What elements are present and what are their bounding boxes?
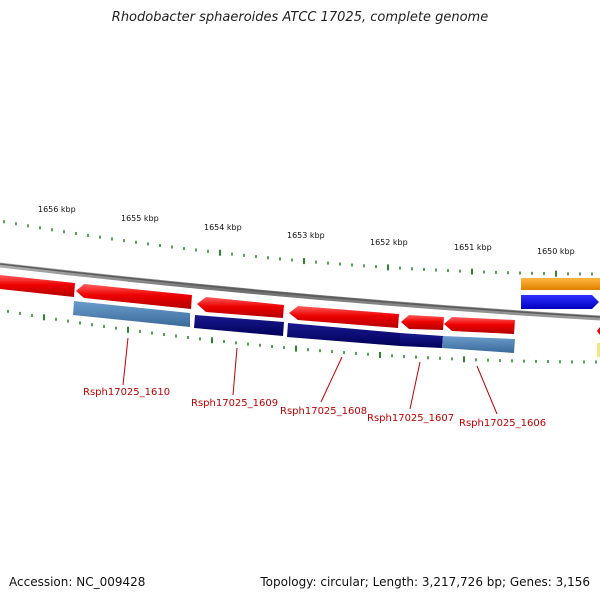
- orange-feature: [521, 278, 600, 290]
- callout-line: [232, 347, 238, 396]
- callout-line: [122, 337, 129, 386]
- kbp-label: 1651 kbp: [454, 243, 492, 252]
- kbp-labels: 1656 kbp 1655 kbp 1654 kbp 1653 kbp 1652…: [38, 205, 575, 256]
- kbp-label: 1652 kbp: [370, 238, 408, 247]
- yellow-feature: [597, 343, 600, 357]
- reverse-strand-features: [73, 301, 515, 353]
- cds-arrow: [0, 275, 75, 297]
- gene-label: Rsph17025_1606: [459, 418, 546, 429]
- kbp-label: 1656 kbp: [38, 205, 76, 214]
- kbp-label: 1653 kbp: [287, 231, 325, 240]
- cds-arrow: [401, 315, 444, 330]
- gene-label: Rsph17025_1609: [191, 398, 278, 409]
- cds-arrow: [444, 317, 515, 334]
- kbp-label: 1655 kbp: [121, 214, 159, 223]
- topology-text: Topology: circular; Length: 3,217,726 bp…: [260, 575, 590, 589]
- accession-text: Accession: NC_009428: [9, 575, 146, 589]
- gene-block: [194, 315, 284, 336]
- red-feature-tip: [597, 327, 600, 335]
- gene-label: Rsph17025_1610: [83, 387, 170, 398]
- kbp-label: 1650 kbp: [537, 247, 575, 256]
- callout-line: [476, 365, 498, 415]
- cds-arrow: [76, 284, 192, 309]
- cds-arrow: [289, 306, 399, 328]
- gene-block: [287, 323, 400, 346]
- gene-callouts: Rsph17025_1610 Rsph17025_1609 Rsph17025_…: [83, 337, 546, 429]
- outer-tick-ring: [3, 220, 593, 277]
- gene-label: Rsph17025_1607: [367, 413, 454, 424]
- blue-feature-arrow: [521, 295, 599, 309]
- genome-backbone: [0, 262, 600, 321]
- map-title: Rhodobacter sphaeroides ATCC 17025, comp…: [111, 10, 489, 25]
- genome-backbone-edge: [0, 263, 600, 318]
- gene-block: [442, 336, 515, 353]
- gene-label: Rsph17025_1608: [280, 406, 367, 417]
- forward-strand-features: [0, 275, 515, 334]
- gene-block: [73, 301, 190, 327]
- cds-arrow: [197, 297, 284, 318]
- inner-tick-ring: [7, 309, 597, 364]
- callout-line: [409, 361, 421, 410]
- gene-block: [400, 333, 443, 348]
- callout-line: [320, 356, 343, 403]
- kbp-label: 1654 kbp: [204, 223, 242, 232]
